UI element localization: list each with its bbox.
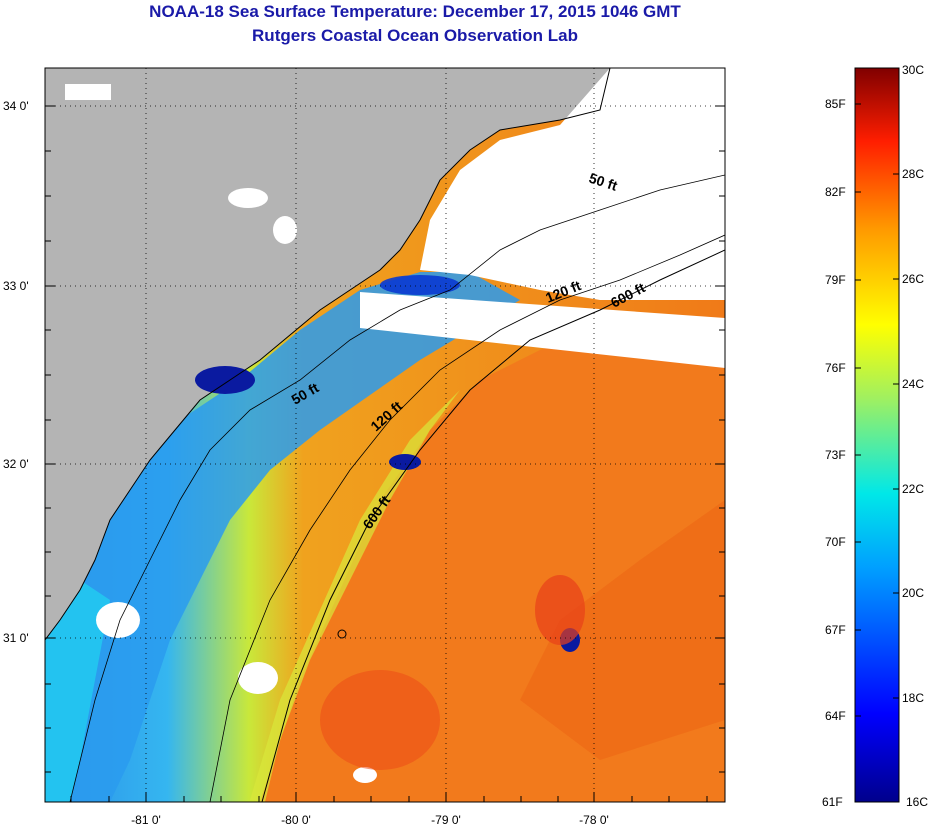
colorbar-f-label: 73F: [825, 448, 846, 462]
no-data-area: [420, 68, 725, 300]
isobath-600ft: [261, 249, 725, 802]
lat-label: 34 0': [3, 99, 29, 113]
lat-label: 32 0': [3, 457, 29, 471]
warm-eddy: [535, 575, 585, 645]
colorbar-f-label: 76F: [825, 361, 846, 375]
colorbar-c-label: 22C: [902, 482, 924, 496]
map-subtitle: Rutgers Coastal Ocean Observation Lab: [252, 26, 578, 45]
isobath-120ft: [209, 234, 725, 802]
cloud-patch: [353, 767, 377, 783]
colorbar-f-label: 67F: [825, 623, 846, 637]
lon-label: -78 0': [579, 813, 609, 827]
frontal-transition-zone: [250, 390, 460, 802]
cold-patch: [195, 366, 255, 394]
graticule: [45, 68, 725, 802]
cloud-patch: [65, 84, 111, 100]
warm-eddy: [320, 670, 440, 770]
station-marker: [337, 629, 347, 639]
lat-label: 33 0': [3, 279, 29, 293]
cloud-patch: [273, 216, 297, 244]
colorbar-c-label: 16C: [906, 795, 928, 809]
lat-label: 31 0': [3, 631, 29, 645]
cloud-patch: [96, 602, 140, 638]
colorbar-c-label: 28C: [902, 167, 924, 181]
colorbar-ticks: [855, 103, 899, 717]
axis-ticks: [45, 105, 725, 802]
cold-patch: [380, 275, 460, 295]
coastline: [45, 68, 611, 641]
cloud-patch: [228, 188, 268, 208]
map-frame: [44, 67, 726, 803]
colorbar-c-label: 30C: [902, 63, 924, 77]
colorbar-c-label: 18C: [902, 691, 924, 705]
colorbar-f-label: 61F: [822, 795, 843, 809]
cold-patch: [389, 454, 421, 470]
colorbar-f-label: 79F: [825, 273, 846, 287]
map-plot-area: 50 ft 120 ft 600 ft 50 ft 120 ft 600 ft: [45, 68, 725, 802]
lon-label: -80 0': [281, 813, 311, 827]
coastal-cyan-water: [45, 580, 110, 802]
colorbar-c-label: 20C: [902, 586, 924, 600]
colorbar-f-label: 82F: [825, 185, 846, 199]
colorbar-f-label: 64F: [825, 709, 846, 723]
cloud-patch: [238, 662, 278, 694]
isobath-50ft: [69, 174, 725, 802]
colorbar-c-label: 24C: [902, 377, 924, 391]
colorbar: [854, 67, 900, 803]
map-title: NOAA-18 Sea Surface Temperature: Decembe…: [149, 2, 681, 21]
lon-label: -79 0': [431, 813, 461, 827]
lon-label: -81 0': [131, 813, 161, 827]
colorbar-f-label: 85F: [825, 97, 846, 111]
colorbar-f-label: 70F: [825, 535, 846, 549]
warm-patch: [520, 500, 725, 760]
satellite-swath-gap: [360, 292, 725, 368]
colorbar-c-label: 26C: [902, 272, 924, 286]
land-mass: [45, 68, 610, 640]
